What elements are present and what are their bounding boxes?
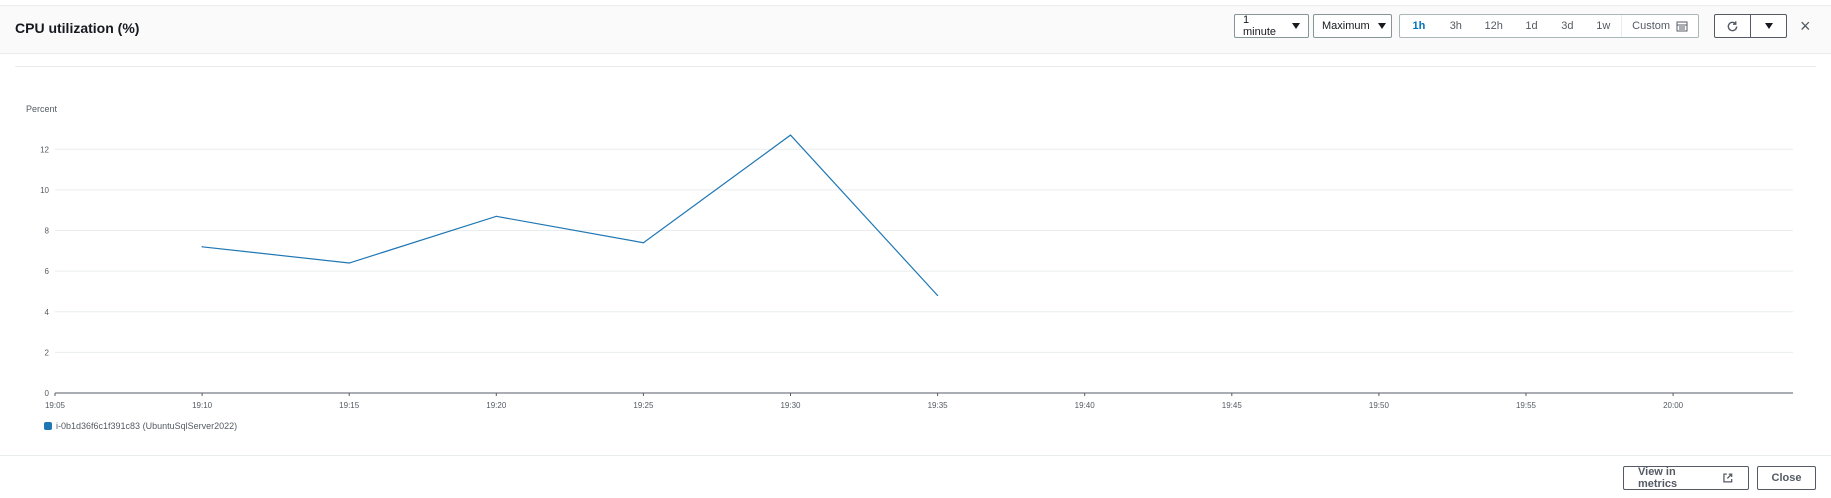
segment-divider [1621,15,1623,37]
y-tick-label: 12 [40,145,49,154]
refresh-icon [1727,20,1738,31]
y-axis-label: Percent [26,104,58,114]
time-range-selector: 1h 3h 12h 1d 3d 1w Custom [1399,14,1699,38]
data-point [348,262,350,264]
time-range-1h[interactable]: 1h [1412,20,1426,32]
x-tick-label: 19:40 [1075,401,1096,410]
y-tick-label: 8 [45,227,50,236]
y-tick-label: 6 [45,267,50,276]
close-button[interactable]: Close [1757,466,1816,490]
x-tick-label: 19:10 [192,401,213,410]
x-tick-label: 19:50 [1369,401,1390,410]
time-range-3h[interactable]: 3h [1449,20,1462,32]
time-range-1w[interactable]: 1w [1596,20,1611,32]
page-title: CPU utilization (%) [15,20,140,36]
y-tick-label: 4 [45,308,50,317]
x-tick-label: 19:05 [45,401,66,410]
x-tick-label: 20:00 [1663,401,1684,410]
refresh-button-group [1714,14,1787,38]
view-in-metrics-label: View in metrics [1638,466,1678,490]
modal-header: CPU utilization (%) 1 minute Maximum 1h … [0,5,1831,54]
x-tick-label: 19:25 [633,401,654,410]
x-tick-label: 19:20 [486,401,507,410]
time-range-custom-label: Custom [1632,20,1671,32]
period-select[interactable]: 1 minute [1234,14,1309,38]
data-point [937,294,939,297]
footer-divider [0,455,1831,456]
y-tick-label: 0 [45,389,50,398]
series-line [202,134,939,296]
x-tick-label: 19:15 [339,401,360,410]
legend-series-label[interactable]: i-0b1d36f6c1f391c83 (UbuntuSqlServer2022… [56,421,238,431]
refresh-button[interactable] [1715,15,1751,37]
x-tick-label: 19:45 [1222,401,1243,410]
time-range-12h[interactable]: 12h [1484,20,1503,32]
caret-down-icon [1764,23,1773,29]
chevron-down-icon [1292,23,1300,29]
data-point [789,134,792,136]
view-in-metrics-button[interactable]: View in metrics [1623,466,1749,490]
y-tick-label: 2 [45,348,50,357]
statistic-select[interactable]: Maximum [1313,14,1392,38]
data-point [201,246,203,248]
period-select-label: 1 minute [1243,14,1277,38]
refresh-options-button[interactable] [1751,15,1786,37]
y-tick-label: 10 [40,186,49,195]
chart-legend: i-0b1d36f6c1f391c83 (UbuntuSqlServer2022… [44,421,237,431]
data-point [642,242,645,244]
close-icon[interactable]: × [1800,16,1811,36]
external-link-icon [1723,473,1733,483]
chevron-down-icon [1377,23,1386,29]
calendar-icon [1676,21,1688,32]
time-range-custom[interactable]: Custom [1622,15,1698,37]
time-range-1d[interactable]: 1d [1525,20,1538,32]
time-range-3d[interactable]: 3d [1561,20,1574,32]
statistic-select-label: Maximum [1322,20,1370,32]
data-point [495,215,497,217]
x-tick-label: 19:30 [780,401,801,410]
x-tick-label: 19:55 [1516,401,1537,410]
x-tick-label: 19:35 [928,401,949,410]
legend-swatch [44,422,52,430]
divider [15,66,1816,67]
